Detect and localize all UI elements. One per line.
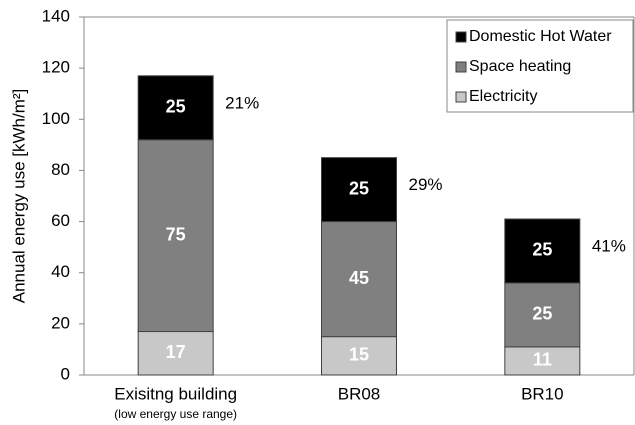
legend-label: Electricity [469,88,537,105]
bar-segment [137,139,214,333]
x-tick-label: BR08 [338,384,381,403]
x-tick-note: (low energy use range) [114,407,237,421]
bar-segment [137,331,214,376]
bar-segment [504,346,581,376]
annotation: 21% [225,93,259,112]
legend-swatch [455,61,467,73]
y-tick-label: 20 [51,313,70,332]
y-tick-label: 100 [42,109,70,128]
data-label: 11 [533,350,552,370]
y-tick-label: 120 [42,58,70,77]
legend-box [446,19,634,113]
bar-segment [137,75,214,141]
data-label: 17 [166,342,186,362]
data-label: 25 [349,178,369,198]
legend-swatch [455,31,467,43]
legend-label: Space heating [469,58,571,75]
x-tick-label: BR10 [521,384,564,403]
legend-label: Domestic Hot Water [469,28,612,45]
y-tick-label: 140 [42,6,70,25]
y-tick-label: 80 [51,160,70,179]
y-tick-label: 60 [51,211,70,230]
bar-segment [504,282,581,348]
legend-swatch [455,91,467,103]
y-axis-label: Annual energy use [kWh/m²] [9,89,28,303]
bar-segment [321,157,397,223]
bar-segment [321,221,397,338]
bar-segment [504,218,581,284]
y-tick-label: 40 [51,262,70,281]
data-label: 15 [349,345,369,365]
y-tick-label: 0 [61,364,70,383]
annotation: 41% [592,236,626,255]
annotation: 29% [409,175,443,194]
data-label: 25 [532,304,552,324]
x-tick-label: Exisitng building [114,384,237,403]
data-label: 25 [532,240,552,260]
data-label: 75 [166,224,186,244]
data-label: 25 [166,97,186,117]
data-label: 45 [349,268,369,288]
